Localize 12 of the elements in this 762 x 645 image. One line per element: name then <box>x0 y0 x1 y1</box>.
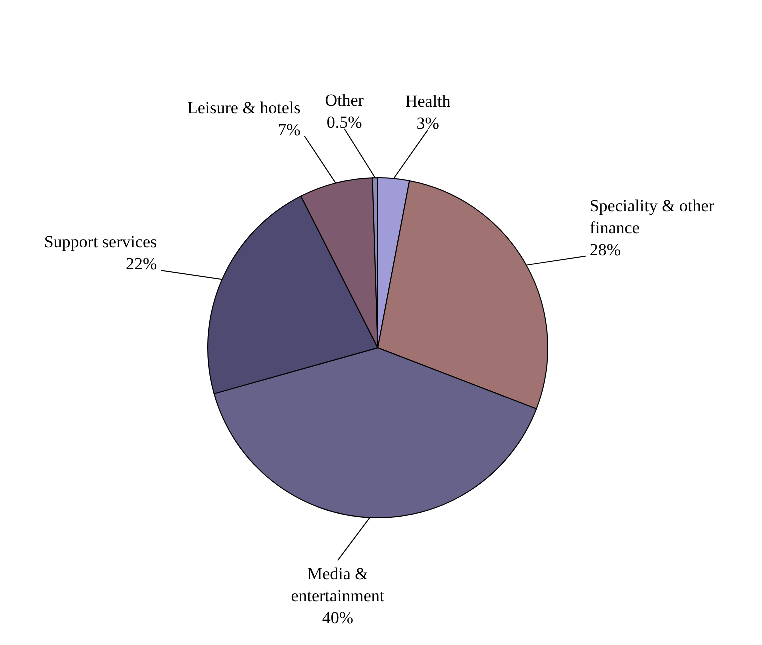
data-label: 40% <box>322 608 354 628</box>
slice-label: Other <box>325 91 364 110</box>
slice-label: Support services <box>44 232 158 252</box>
data-label: 22% <box>126 254 158 274</box>
slice-label: Speciality & other finance <box>590 196 715 238</box>
data-label: 0.5% <box>326 113 362 132</box>
data-label: 28% <box>590 240 622 260</box>
slice-label: Health <box>405 92 452 112</box>
data-label: 7% <box>278 120 301 140</box>
slice-label: Media & entertainment <box>291 564 385 606</box>
slice-label: Leisure & hotels <box>187 98 301 118</box>
data-label: 3% <box>416 114 440 134</box>
